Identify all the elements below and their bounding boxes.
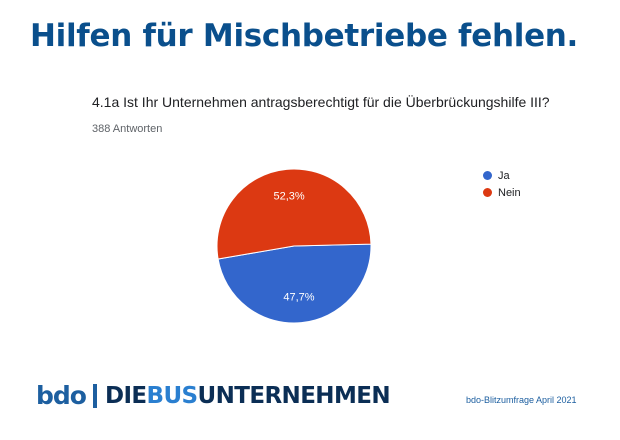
legend-label-nein: Nein [498,186,521,199]
bdo-logo: bdo DIEBUSUNTERNEHMEN [36,381,391,410]
legend-item-ja[interactable]: Ja [483,167,521,184]
source-note: bdo-Blitzumfrage April 2021 [466,395,577,405]
logo-word-unternehmen: UNTERNEHMEN [197,382,391,409]
pie-slice-nein[interactable] [216,168,372,260]
pie-slice-ja[interactable] [217,243,372,324]
logo-wordmark: DIEBUSUNTERNEHMEN [104,382,391,409]
chart-legend: Ja Nein [483,167,521,201]
page-title: Hilfen für Mischbetriebe fehlen. [30,18,579,54]
pie-label-ja: 47,7% [283,292,314,304]
question-text: 4.1a Ist Ihr Unternehmen antragsberechti… [92,94,550,110]
legend-label-ja: Ja [498,169,510,182]
logo-separator [92,383,97,408]
logo-bdo-text: bdo [36,381,87,410]
pie-label-nein: 52,3% [273,190,304,202]
logo-word-die: DIE [104,382,147,409]
legend-item-nein[interactable]: Nein [483,184,521,201]
response-count: 388 Antworten [92,123,163,135]
legend-swatch-nein [483,188,492,197]
logo-word-bus: BUS [146,382,199,409]
legend-swatch-ja [483,171,492,180]
